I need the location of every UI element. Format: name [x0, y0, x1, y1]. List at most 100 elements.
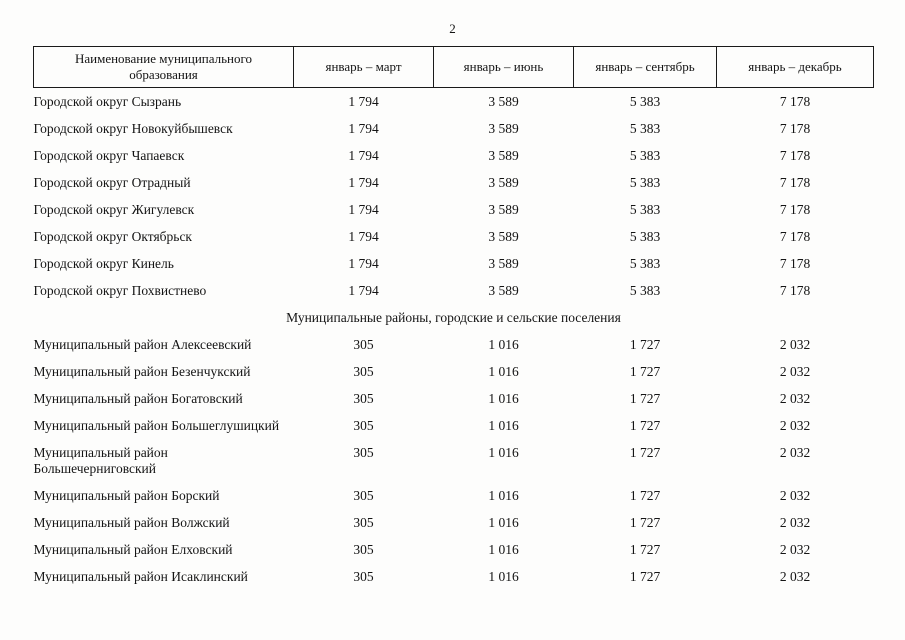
municipality-name: Муниципальный район Большечерниговский	[33, 445, 168, 476]
section-title-row: Муниципальные районы, городские и сельск…	[34, 304, 874, 331]
period-value: 1 016	[488, 488, 519, 503]
period-value: 305	[353, 515, 374, 530]
period-value: 7 178	[779, 283, 811, 298]
municipality-name: Муниципальный район Безенчукский	[33, 364, 251, 379]
period-value: 1 727	[629, 445, 661, 460]
municipality-name: Городской округ Жигулевск	[33, 202, 195, 217]
municipality-name: Городской округ Кинель	[33, 256, 174, 271]
municipality-name: Муниципальный район Алексеевский	[33, 337, 252, 352]
period-value: 2 032	[779, 391, 811, 406]
period-value: 2 032	[779, 337, 811, 352]
table-row: Муниципальный район Безенчукский 305 1 016…	[34, 358, 874, 385]
period-value: 305	[353, 488, 374, 503]
period-value: 2 032	[779, 515, 811, 530]
period-value: 1 016	[488, 337, 519, 352]
period-value: 2 032	[779, 488, 811, 503]
period-value: 7 178	[779, 202, 811, 217]
table-row: Муниципальный район Алексеевский 305 1 016…	[34, 331, 874, 358]
period-value: 1 794	[348, 148, 379, 163]
municipality-name: Муниципальный район Исаклинский	[33, 569, 248, 584]
municipality-name: Муниципальный район Волжский	[33, 515, 230, 530]
period-value: 1 727	[629, 364, 661, 379]
period-value: 1 794	[348, 121, 379, 136]
period-value: 305	[353, 542, 374, 557]
period-value: 7 178	[779, 148, 811, 163]
period-value: 2 032	[779, 418, 811, 433]
period-value: 1 727	[629, 391, 661, 406]
period-value: 3 589	[488, 229, 519, 244]
period-value: 7 178	[779, 256, 811, 271]
period-value: 1 727	[629, 515, 661, 530]
period-value: 1 016	[488, 515, 519, 530]
period-value: 305	[353, 337, 374, 352]
period-value: 3 589	[488, 121, 519, 136]
period-value: 1 727	[629, 337, 661, 352]
period-value: 5 383	[629, 256, 661, 271]
period-value: 3 589	[488, 202, 519, 217]
column-header-jan-sep: январь – сентябрь	[573, 46, 717, 88]
period-value: 2 032	[779, 542, 811, 557]
table-row: Городской округ Новокуйбышевск 1 794 3 589…	[34, 115, 874, 142]
table-row: Муниципальный район Большечерниговский 30…	[34, 439, 874, 482]
municipality-name: Муниципальный район Богатовский	[33, 391, 243, 406]
period-value: 7 178	[779, 175, 811, 190]
municipality-name: Муниципальный район Большеглушицкий	[33, 418, 280, 433]
municipality-name: Городской округ Октябрьск	[33, 229, 193, 244]
period-value: 1 016	[488, 391, 519, 406]
period-value: 2 032	[779, 445, 811, 460]
table-row: Муниципальный район Большеглушицкий 305 1 …	[34, 412, 874, 439]
page-number: 2	[449, 21, 456, 36]
section-title: Муниципальные районы, городские и сельск…	[286, 310, 621, 325]
period-value: 1 794	[348, 202, 379, 217]
period-value: 1 016	[488, 569, 519, 584]
period-value: 5 383	[629, 121, 661, 136]
period-value: 3 589	[488, 256, 519, 271]
period-value: 305	[353, 569, 374, 584]
period-value: 305	[353, 418, 374, 433]
municipality-name: Муниципальный район Елховский	[33, 542, 233, 557]
period-value: 3 589	[488, 148, 519, 163]
period-value: 5 383	[629, 283, 661, 298]
period-value: 3 589	[488, 283, 519, 298]
column-header-jan-mar: январь – март	[293, 46, 434, 88]
period-value: 1 016	[488, 542, 519, 557]
period-value: 1 016	[488, 445, 519, 460]
column-header-jan-dec: январь – декабрь	[716, 46, 874, 88]
table-header: Наименование муниципального образования …	[33, 46, 874, 88]
period-value: 5 383	[629, 175, 661, 190]
period-value: 5 383	[629, 229, 661, 244]
column-header-municipality: Наименование муниципального образования	[33, 46, 294, 88]
period-value: 1 016	[488, 364, 519, 379]
period-value: 1 794	[348, 283, 379, 298]
period-value: 5 383	[629, 94, 661, 109]
table-row: Городской округ Отрадный 1 794 3 589 5 383 7…	[34, 169, 874, 196]
period-value: 2 032	[779, 569, 811, 584]
table-body: Городской округ Сызрань 1 794 3 589 5 383 7 …	[34, 88, 874, 591]
municipal-payments-table: Наименование муниципального образования …	[33, 46, 874, 590]
table-row: Городской округ Октябрьск 1 794 3 589 5 383…	[34, 223, 874, 250]
column-header-jan-jun: январь – июнь	[433, 46, 574, 88]
municipality-name: Городской округ Похвистнево	[33, 283, 207, 298]
period-value: 305	[353, 391, 374, 406]
period-value: 3 589	[488, 94, 519, 109]
table-row: Муниципальный район Волжский 305 1 016 1 72…	[34, 509, 874, 536]
period-value: 1 794	[348, 256, 379, 271]
period-value: 1 727	[629, 569, 661, 584]
table-row: Городской округ Жигулевск 1 794 3 589 5 383…	[34, 196, 874, 223]
period-value: 2 032	[779, 364, 811, 379]
table-header-row: Наименование муниципального образования …	[33, 46, 874, 88]
period-value: 305	[353, 445, 374, 460]
period-value: 7 178	[779, 94, 811, 109]
municipality-name: Муниципальный район Борский	[33, 488, 220, 503]
period-value: 1 794	[348, 94, 379, 109]
municipality-name: Городской округ Новокуйбышевск	[33, 121, 233, 136]
table-row: Городской округ Кинель 1 794 3 589 5 383 7 1…	[34, 250, 874, 277]
period-value: 7 178	[779, 229, 811, 244]
municipality-name: Городской округ Чапаевск	[33, 148, 185, 163]
period-value: 1 727	[629, 488, 661, 503]
period-value: 305	[353, 364, 374, 379]
period-value: 7 178	[779, 121, 811, 136]
period-value: 1 727	[629, 542, 661, 557]
period-value: 1 016	[488, 418, 519, 433]
